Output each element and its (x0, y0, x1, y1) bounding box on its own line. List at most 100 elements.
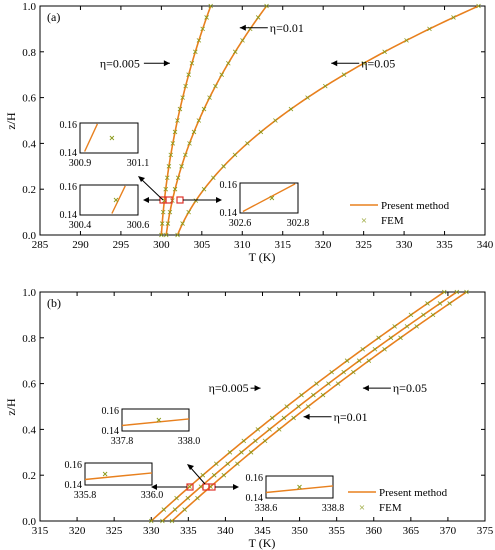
fem-marker (172, 186, 178, 192)
annotation-label: η=0.005 (100, 56, 140, 70)
x-tick-label: 345 (254, 525, 271, 537)
fem-marker (427, 26, 432, 32)
fem-marker (172, 129, 178, 135)
annotation-label: η=0.01 (334, 410, 368, 424)
x-tick-label: 290 (72, 239, 89, 251)
annotation-arrowhead (239, 24, 246, 31)
fem-marker (191, 129, 197, 135)
fem-marker (404, 38, 409, 43)
fem-marker (264, 3, 269, 9)
fem-marker (241, 438, 247, 444)
fem-marker (305, 404, 311, 409)
y-tick-label: 0.2 (22, 184, 36, 196)
fem-marker (454, 289, 460, 295)
inset-y-tick: 0.14 (60, 148, 78, 159)
fem-marker (311, 392, 316, 398)
panel-a: (a) T (K) z/H 285 290 295 300 305 310 315 320 32… (4, 1, 494, 264)
fem-marker (170, 141, 176, 146)
annotation-label: η=0.01 (270, 21, 304, 35)
fem-marker (476, 3, 481, 9)
fem-marker (296, 404, 301, 409)
annotation-arrowhead (362, 385, 369, 392)
arrow-head (143, 197, 149, 203)
fem-marker (361, 60, 367, 66)
x-tick-label: 315 (32, 525, 49, 537)
inset-x-tick: 301.1 (127, 158, 150, 169)
inset-x-tick: 338.6 (255, 503, 278, 514)
fem-marker (239, 450, 244, 455)
fem-marker (189, 60, 195, 66)
legend-label-fem: FEM (379, 502, 402, 514)
fem-marker (148, 518, 154, 524)
fem-marker (225, 461, 230, 467)
fem-marker (464, 289, 469, 295)
annotation-arrowhead (303, 413, 310, 420)
fem-marker (288, 106, 294, 112)
fem-marker (240, 38, 245, 43)
fem-marker (187, 484, 192, 489)
inset-series-line (121, 418, 190, 427)
inset-x-tick: 300.4 (69, 220, 92, 231)
inset-y-tick: 0.16 (220, 180, 238, 191)
annotation-arrowhead (254, 385, 261, 392)
inset-frame (79, 184, 139, 216)
legend-x-swatch: × (361, 215, 367, 227)
fem-marker (175, 232, 180, 238)
y-tick-label: 1.0 (22, 1, 36, 13)
fem-marker (213, 83, 218, 89)
annotation-label: η=0.005 (209, 381, 249, 395)
inset-x-tick: 300.9 (69, 158, 92, 169)
y-tick-label: 0.8 (22, 47, 36, 59)
inset-y-tick: 0.14 (220, 208, 238, 219)
fem-marker (163, 186, 168, 192)
arrow-head (216, 197, 222, 203)
fem-marker (193, 198, 199, 203)
annotation-arrowhead (331, 60, 338, 67)
fem-marker (320, 392, 326, 398)
fem-marker (382, 346, 387, 352)
inset-y-tick: 0.16 (60, 182, 78, 193)
fem-marker (226, 60, 231, 66)
x-tick-label: 365 (403, 525, 420, 537)
fem-marker (160, 518, 165, 524)
fem-marker (258, 129, 264, 135)
series-annotation: η=0.005 (209, 381, 261, 395)
inset-y-tick: 0.16 (246, 473, 264, 484)
fem-marker (195, 495, 200, 501)
panel-b: (b) T (K) z/H 315 320 325 330 335 340 345 350 35… (4, 287, 494, 550)
y-tick-label: 0.4 (22, 138, 36, 150)
fem-marker (326, 381, 331, 386)
inset-frame (84, 462, 153, 486)
fem-marker (204, 15, 209, 20)
fem-marker (398, 335, 403, 341)
fem-marker (183, 83, 188, 89)
zoom-box (165, 196, 173, 204)
fem-marker (253, 438, 258, 444)
fem-marker (299, 392, 304, 398)
y-tick-label: 0.0 (22, 230, 36, 242)
inset-x-tick: 300.6 (127, 220, 150, 231)
inset-series-line (84, 123, 99, 152)
fem-marker (341, 72, 347, 77)
fem-marker (187, 141, 192, 146)
annotation-label: η=0.05 (361, 56, 395, 70)
fem-marker (262, 438, 268, 444)
fem-marker (168, 152, 174, 158)
fem-marker (404, 324, 410, 329)
legend-label-present: Present method (381, 200, 450, 212)
fem-marker (232, 49, 238, 55)
x-tick-label: 315 (274, 239, 291, 251)
fem-marker (248, 450, 254, 455)
zoom-box (176, 196, 184, 204)
x-tick-label: 335 (180, 525, 197, 537)
inset-y-tick: 0.16 (60, 120, 78, 131)
fem-marker (314, 381, 319, 386)
x-tick-label: 375 (477, 525, 494, 537)
annotation-label: η=0.05 (393, 381, 427, 395)
plot-frame-a (39, 5, 486, 236)
fem-marker (163, 232, 169, 238)
